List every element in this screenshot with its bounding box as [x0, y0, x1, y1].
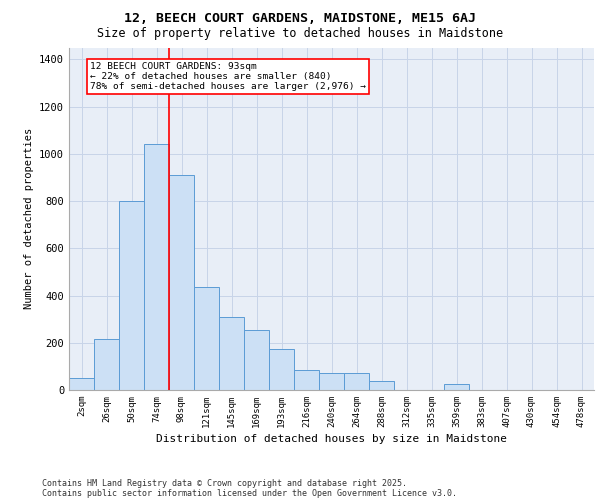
Text: Contains HM Land Registry data © Crown copyright and database right 2025.: Contains HM Land Registry data © Crown c… — [42, 478, 407, 488]
Bar — [169, 175, 194, 390]
Text: 12 BEECH COURT GARDENS: 93sqm
← 22% of detached houses are smaller (840)
78% of : 12 BEECH COURT GARDENS: 93sqm ← 22% of d… — [90, 62, 366, 92]
Text: Contains public sector information licensed under the Open Government Licence v3: Contains public sector information licen… — [42, 488, 457, 498]
Bar — [144, 144, 169, 390]
Bar — [369, 380, 394, 390]
Text: Size of property relative to detached houses in Maidstone: Size of property relative to detached ho… — [97, 28, 503, 40]
Bar — [319, 374, 344, 390]
Bar — [219, 317, 244, 390]
X-axis label: Distribution of detached houses by size in Maidstone: Distribution of detached houses by size … — [156, 434, 507, 444]
Bar — [69, 378, 94, 390]
Bar — [94, 339, 119, 390]
Bar — [244, 330, 269, 390]
Y-axis label: Number of detached properties: Number of detached properties — [23, 128, 34, 310]
Bar — [269, 348, 294, 390]
Bar — [194, 287, 219, 390]
Bar — [344, 374, 369, 390]
Bar — [119, 201, 144, 390]
Text: 12, BEECH COURT GARDENS, MAIDSTONE, ME15 6AJ: 12, BEECH COURT GARDENS, MAIDSTONE, ME15… — [124, 12, 476, 26]
Bar — [294, 370, 319, 390]
Bar — [444, 384, 469, 390]
